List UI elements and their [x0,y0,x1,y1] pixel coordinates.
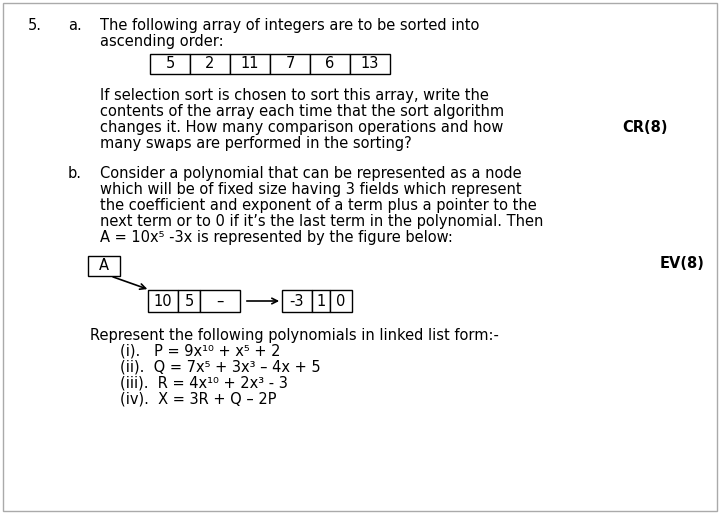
Text: -3: -3 [289,293,305,308]
Bar [230,54,270,74]
Text: the coefficient and exponent of a term plus a pointer to the: the coefficient and exponent of a term p… [100,198,536,213]
Bar [350,54,390,74]
Text: ascending order:: ascending order: [100,34,224,49]
Text: (iii).  R = 4x¹⁰ + 2x³ - 3: (iii). R = 4x¹⁰ + 2x³ - 3 [120,376,288,391]
Text: CR(8): CR(8) [622,120,667,135]
Text: 5.: 5. [28,18,42,33]
Text: (i).   P = 9x¹⁰ + x⁵ + 2: (i). P = 9x¹⁰ + x⁵ + 2 [120,344,281,359]
Bar [190,54,230,74]
Text: A = 10x⁵ -3x is represented by the figure below:: A = 10x⁵ -3x is represented by the figur… [100,230,453,245]
Bar [270,54,310,74]
Bar [200,290,240,312]
Bar [282,290,312,312]
Bar [88,256,120,276]
Text: Consider a polynomial that can be represented as a node: Consider a polynomial that can be repres… [100,166,521,181]
Text: 11: 11 [240,57,259,71]
Bar [148,290,178,312]
Text: contents of the array each time that the sort algorithm: contents of the array each time that the… [100,104,504,119]
Text: a.: a. [68,18,82,33]
Text: changes it. How many comparison operations and how: changes it. How many comparison operatio… [100,120,503,135]
Text: (ii).  Q = 7x⁵ + 3x³ – 4x + 5: (ii). Q = 7x⁵ + 3x³ – 4x + 5 [120,360,320,375]
Bar [330,290,352,312]
Text: many swaps are performed in the sorting?: many swaps are performed in the sorting? [100,136,412,151]
Text: b.: b. [68,166,82,181]
Text: The following array of integers are to be sorted into: The following array of integers are to b… [100,18,480,33]
Text: 1: 1 [316,293,325,308]
Text: –: – [216,293,224,308]
Text: next term or to 0 if it’s the last term in the polynomial. Then: next term or to 0 if it’s the last term … [100,214,544,229]
Text: 6: 6 [325,57,335,71]
Text: 10: 10 [153,293,172,308]
Text: Represent the following polynomials in linked list form:-: Represent the following polynomials in l… [90,328,499,343]
Text: 13: 13 [361,57,379,71]
Text: If selection sort is chosen to sort this array, write the: If selection sort is chosen to sort this… [100,88,489,103]
Text: which will be of fixed size having 3 fields which represent: which will be of fixed size having 3 fie… [100,182,521,197]
Text: 0: 0 [336,293,346,308]
Text: 7: 7 [285,57,294,71]
Bar [310,54,350,74]
Bar [312,290,330,312]
Text: A: A [99,259,109,273]
Bar [150,54,190,74]
Text: 2: 2 [205,57,215,71]
Text: EV(8): EV(8) [660,256,705,271]
Text: 5: 5 [166,57,175,71]
Text: 5: 5 [184,293,194,308]
Bar [178,290,200,312]
Text: (iv).  X = 3R + Q – 2P: (iv). X = 3R + Q – 2P [120,392,276,407]
